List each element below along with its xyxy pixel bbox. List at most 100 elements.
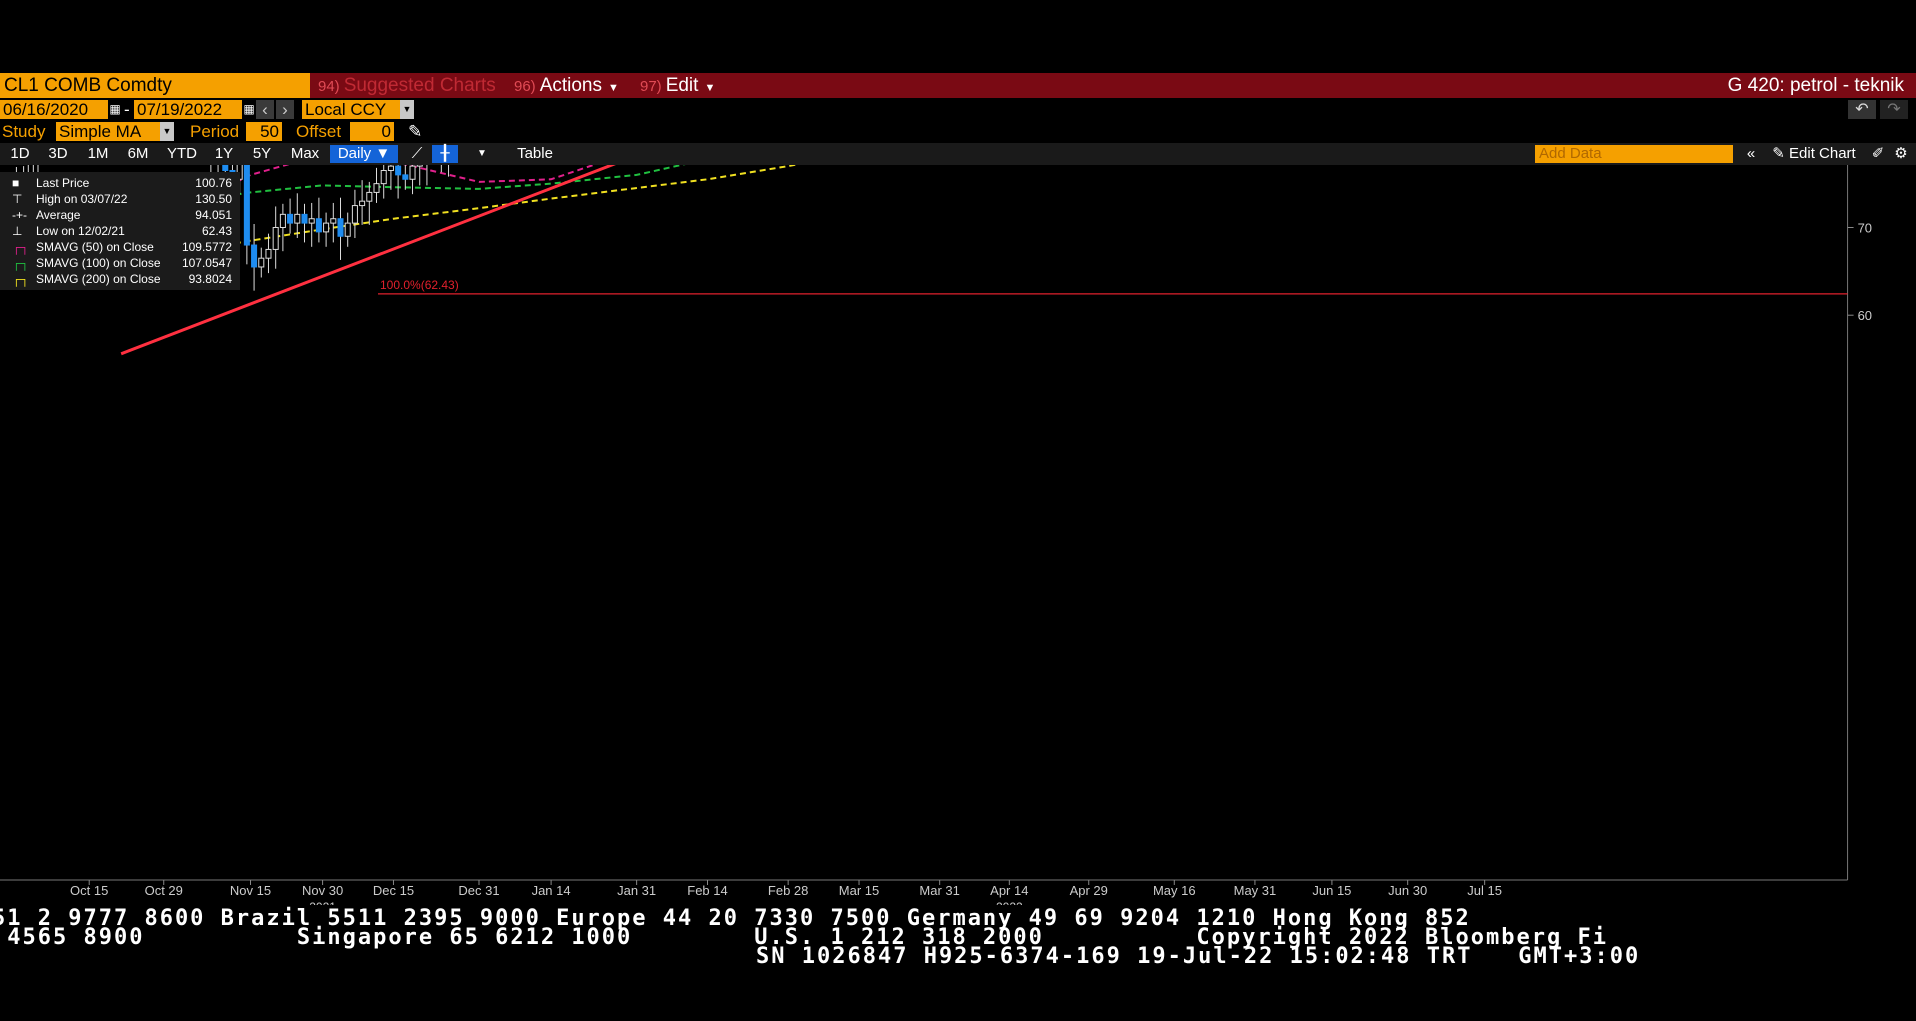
- gear-icon[interactable]: ⚙: [1894, 145, 1908, 162]
- actions-number: 96): [514, 78, 536, 95]
- footer-line-2: 4565 8900 Singapore 65 6212 1000 U.S. 1 …: [0, 925, 1608, 950]
- end-date-field[interactable]: 07/19/2022: [134, 100, 242, 119]
- candle-body: [301, 213, 308, 224]
- x-tick-label: May 31: [1234, 883, 1277, 898]
- add-data-input[interactable]: Add Data: [1535, 145, 1733, 163]
- legend-value: 109.5772: [181, 240, 232, 254]
- calendar-icon[interactable]: ▦: [243, 102, 255, 116]
- x-tick-label: Feb 14: [687, 883, 727, 898]
- command-bar: CL1 COMB Comdty 94) Suggested Charts 96) A…: [0, 73, 1916, 98]
- edit-chart-button[interactable]: ✎ Edit Chart: [1766, 145, 1862, 163]
- edit-number: 97): [640, 78, 662, 95]
- sma50-line-icon: ┌┐: [12, 240, 30, 254]
- range-6m[interactable]: 6M: [127, 145, 149, 162]
- actions-menu[interactable]: 96) Actions ▼: [514, 73, 636, 98]
- study-type-select[interactable]: Simple MA: [56, 122, 160, 141]
- candle-body: [337, 218, 344, 237]
- footer-line-3: SN 1026847 H925-6374-169 19-Jul-22 15:02…: [756, 944, 1641, 969]
- security-field[interactable]: CL1 COMB Comdty: [0, 73, 310, 98]
- range-ytd[interactable]: YTD: [167, 145, 197, 162]
- legend-value: 62.43: [201, 224, 232, 238]
- date-range-bar: 06/16/2020 ▦ - 07/19/2022 ▦ ‹ › Local CC…: [0, 100, 1916, 120]
- footer-line-1: 51 2 9777 8600 Brazil 5511 2395 9000 Eur…: [0, 906, 1471, 931]
- candle-body: [243, 165, 250, 246]
- candle-body: [402, 174, 409, 180]
- date-separator: -: [124, 100, 130, 119]
- suggested-charts-button[interactable]: 94) Suggested Charts: [314, 73, 508, 98]
- range-3d[interactable]: 3D: [48, 145, 68, 162]
- candle-body: [373, 183, 380, 193]
- x-tick-label: Mar 15: [839, 883, 879, 898]
- annotate-icon[interactable]: ✐: [1871, 145, 1885, 162]
- white-square-icon: ■: [12, 176, 20, 190]
- fibonacci-label: 100.0%(62.43): [380, 278, 459, 292]
- edit-menu[interactable]: 97) Edit ▼: [640, 73, 732, 98]
- average-line-icon: -+-: [12, 208, 27, 222]
- x-tick-label: Feb 28: [768, 883, 808, 898]
- range-1y[interactable]: 1Y: [214, 145, 234, 162]
- legend-label: High on 03/07/22: [36, 192, 128, 206]
- x-tick-label: Apr 29: [1070, 883, 1108, 898]
- study-label: Study: [2, 122, 46, 141]
- chevron-down-icon[interactable]: ▼: [477, 148, 487, 159]
- x-tick-label: Oct 29: [145, 883, 183, 898]
- candle-body: [323, 222, 330, 233]
- candle-body: [344, 222, 351, 237]
- calendar-icon[interactable]: ▦: [109, 102, 121, 116]
- legend-label: SMAVG (200) on Close: [36, 272, 161, 286]
- pencil-icon[interactable]: ✎: [408, 122, 423, 141]
- line-chart-icon[interactable]: ⟋: [411, 145, 423, 162]
- candle-body: [265, 248, 272, 259]
- range-bar: 1D 3D 1M 6M YTD 1Y 5Y Max Daily ▼ ⟋ ╂ ▼ …: [0, 143, 1916, 165]
- actions-label: Actions: [539, 75, 602, 96]
- undo-icon[interactable]: ↶: [1848, 100, 1876, 119]
- legend-high: ⊤ High on 03/07/22 130.50: [6, 191, 236, 207]
- x-tick-label: Dec 31: [458, 883, 499, 898]
- chevron-down-icon[interactable]: ▼: [160, 122, 174, 141]
- x-tick-label: Mar 31: [919, 883, 959, 898]
- redo-icon[interactable]: ↷: [1880, 100, 1908, 119]
- legend-value: 107.0547: [181, 256, 232, 270]
- candle-body: [272, 227, 279, 250]
- chevron-down-icon[interactable]: ▼: [400, 100, 414, 119]
- x-tick-label: Nov 30: [302, 883, 343, 898]
- x-tick-label: Jun 30: [1388, 883, 1427, 898]
- trend-line: [120, 165, 616, 356]
- frequency-select[interactable]: Daily ▼: [330, 145, 398, 163]
- candle-body: [308, 218, 315, 224]
- range-1d[interactable]: 1D: [10, 145, 30, 162]
- x-tick-label: Oct 15: [70, 883, 108, 898]
- legend-label: SMAVG (50) on Close: [36, 240, 154, 254]
- candle-body: [279, 213, 286, 229]
- chevron-left-icon[interactable]: ‹: [256, 100, 274, 119]
- currency-select[interactable]: Local CCY: [302, 100, 404, 119]
- chart-legend: ■ Last Price 100.76 ⊤ High on 03/07/22 130.5…: [0, 172, 240, 290]
- legend-value: 94.051: [195, 208, 232, 222]
- offset-input[interactable]: 0: [350, 122, 394, 141]
- legend-value: 100.76: [195, 176, 232, 190]
- candle-body: [395, 165, 402, 176]
- range-5y[interactable]: 5Y: [252, 145, 272, 162]
- candle-body: [387, 165, 394, 171]
- start-date-field[interactable]: 06/16/2020: [0, 100, 108, 119]
- range-1m[interactable]: 1M: [87, 145, 109, 162]
- year-label: 2022: [996, 900, 1023, 905]
- chevron-right-icon[interactable]: ›: [276, 100, 294, 119]
- legend-label: SMAVG (100) on Close: [36, 256, 161, 270]
- low-marker-icon: ⊥: [12, 224, 23, 238]
- candlestick-icon[interactable]: ╂: [432, 145, 458, 163]
- candle-body: [251, 244, 258, 268]
- y-tick-label: 70: [1858, 221, 1872, 236]
- sma100-line-icon: ┌┐: [12, 256, 30, 270]
- range-max[interactable]: Max: [290, 145, 320, 162]
- legend-value: 93.8024: [188, 272, 232, 286]
- x-tick-label: Nov 15: [230, 883, 271, 898]
- suggested-charts-label: Suggested Charts: [343, 75, 496, 96]
- y-tick-label: 60: [1858, 308, 1872, 323]
- period-input[interactable]: 50: [246, 122, 282, 141]
- collapse-icon[interactable]: «: [1746, 145, 1756, 162]
- table-button[interactable]: Table: [517, 145, 553, 162]
- edit-label: Edit: [665, 75, 699, 96]
- legend-value: 130.50: [195, 192, 232, 206]
